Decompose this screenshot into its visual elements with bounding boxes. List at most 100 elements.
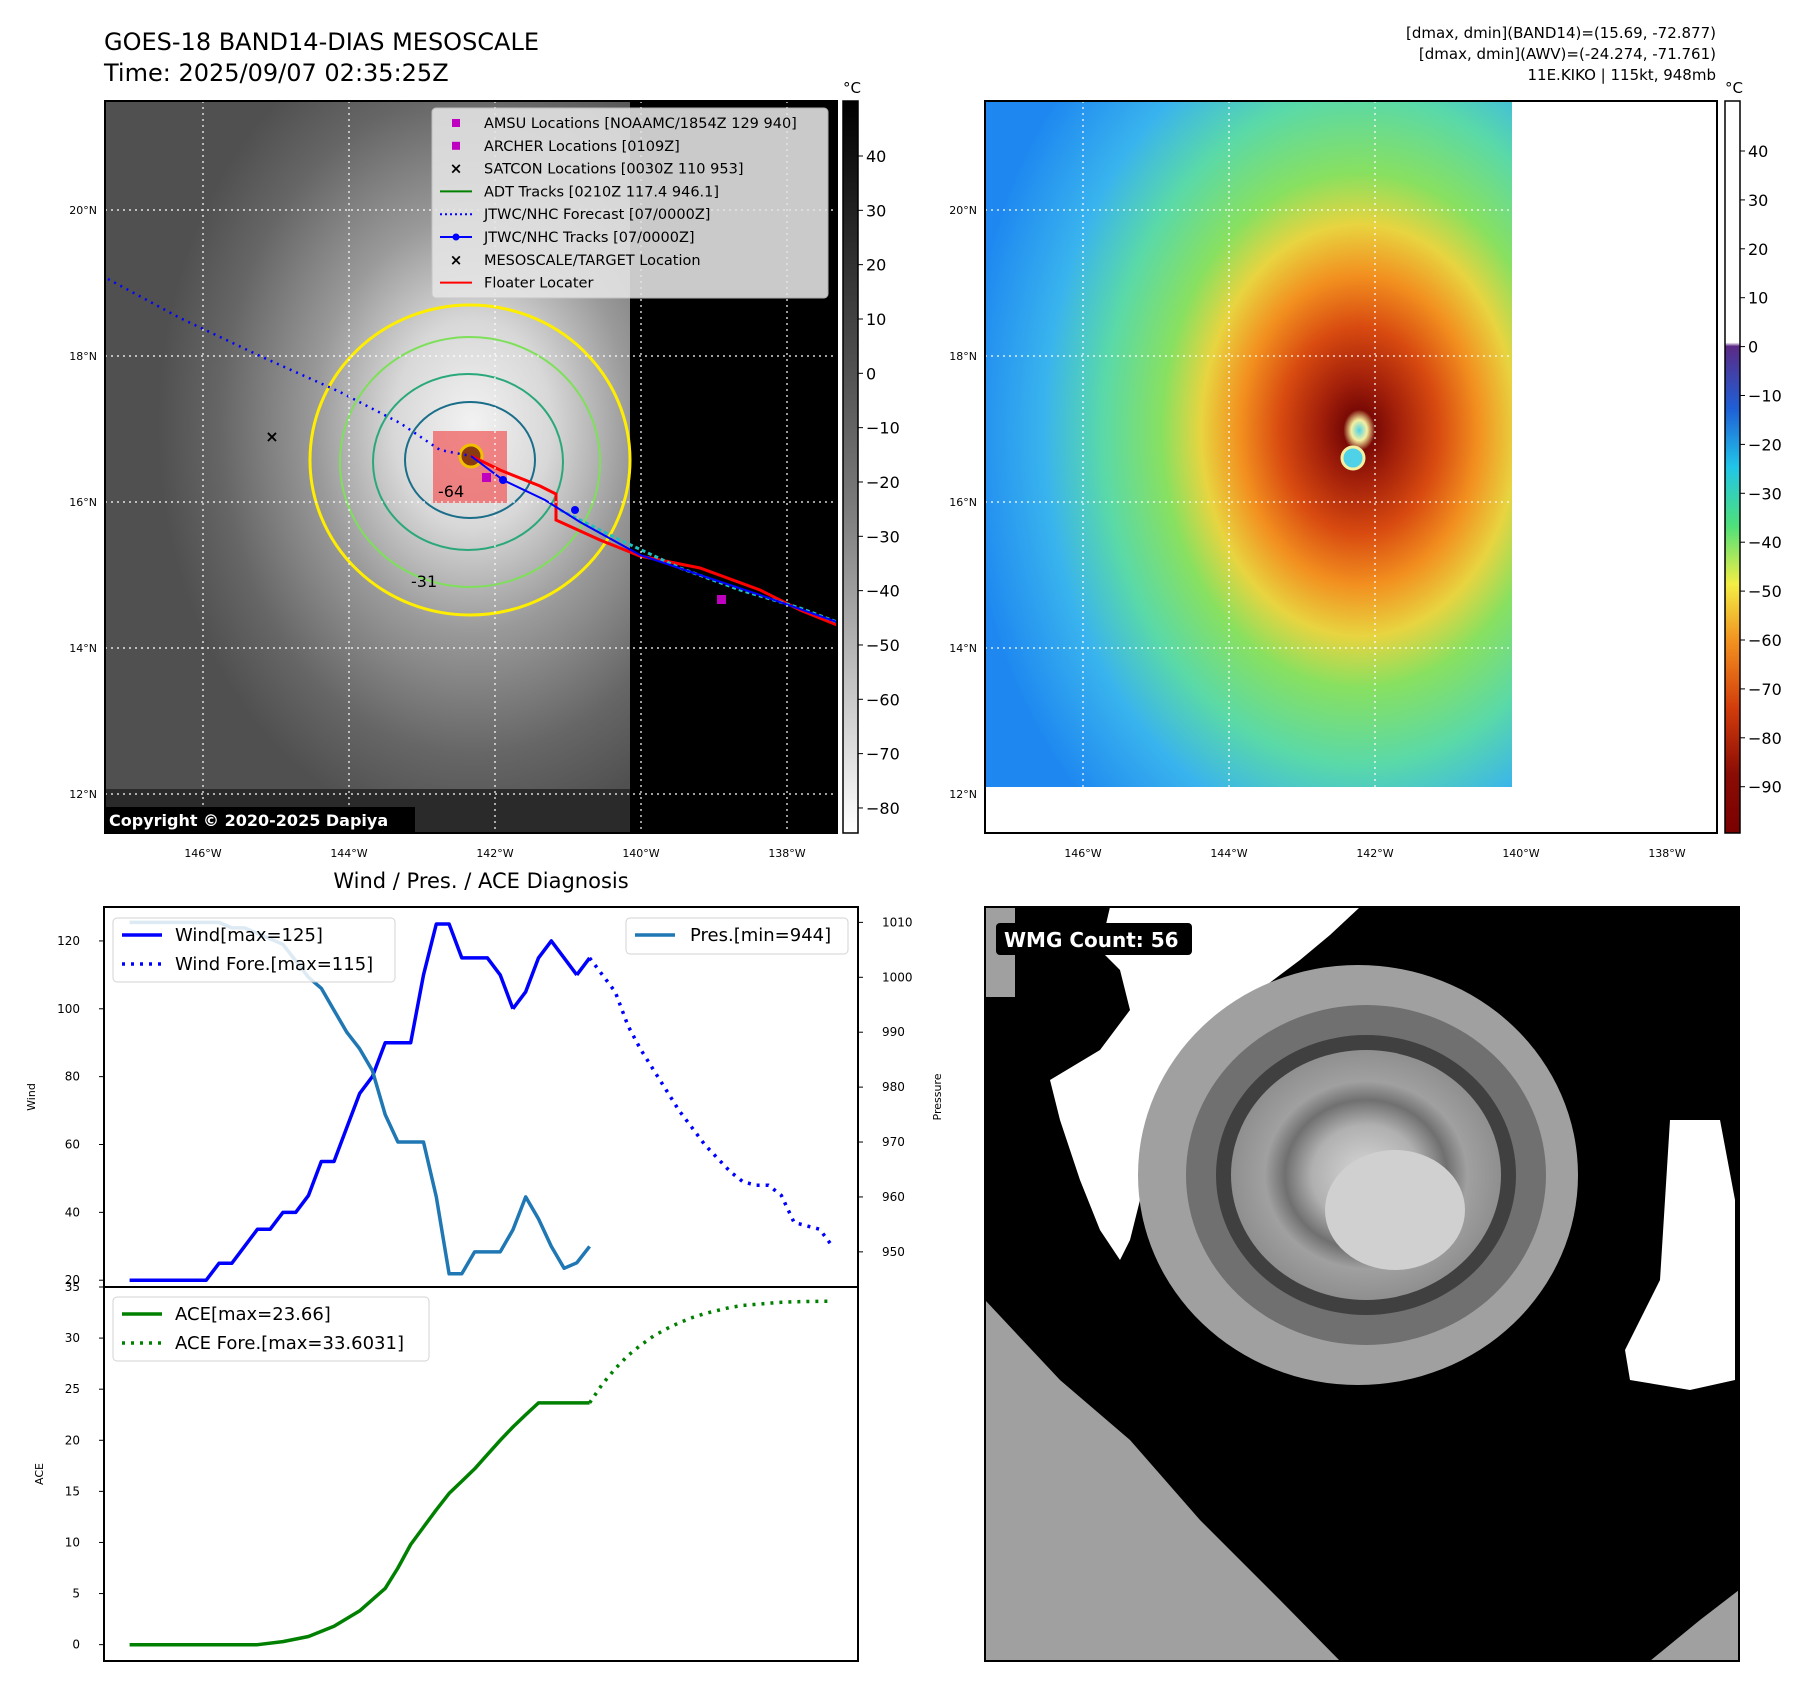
color-colorbar-tick-label: −20 — [1748, 435, 1782, 454]
lon-tick-label: 142°W — [476, 847, 513, 860]
pressure-tick-label: 950 — [882, 1245, 905, 1259]
lat-tick-label: 18°N — [69, 350, 97, 363]
jtwc-point — [499, 476, 507, 484]
diagnosis-title: Wind / Pres. / ACE Diagnosis — [333, 869, 628, 893]
ir-lon-labels: 146°W 144°W 142°W 140°W 138°W — [184, 847, 805, 860]
gray-colorbar-tick-label: −40 — [866, 582, 900, 601]
wmg-count-box — [996, 923, 1192, 955]
gray-colorbar-bar — [842, 100, 859, 834]
ace-tick-label: 5 — [72, 1587, 80, 1601]
lat-tick-label: 14°N — [69, 642, 97, 655]
color-colorbar-tick-label: −90 — [1748, 778, 1782, 797]
legend-ace: ACE[max=23.66] — [175, 1304, 331, 1325]
wmg-eye-core — [1325, 1150, 1465, 1270]
color-colorbar-tick-label: −50 — [1748, 582, 1782, 601]
gray-colorbar-unit: °C — [843, 79, 861, 97]
ace-series-line — [129, 1401, 590, 1647]
contour-label-31: -31 — [411, 572, 437, 591]
legend-item: JTWC/NHC Tracks [07/0000Z] — [440, 230, 695, 246]
floater-track — [470, 454, 837, 627]
gray-colorbar-tick-label: 40 — [866, 147, 886, 166]
lon-tick-label: 138°W — [768, 847, 805, 860]
ace-tick-label: 30 — [65, 1331, 80, 1345]
gray-colorbar-tick-label: 0 — [866, 364, 876, 383]
lon-tick-label: 140°W — [622, 847, 659, 860]
wind-tick-label: 40 — [65, 1205, 80, 1219]
gray-colorbar-tick-label: −60 — [866, 690, 900, 709]
wind-tick-label: 60 — [65, 1138, 80, 1152]
pressure-legend: Pres.[min=944] — [625, 917, 849, 955]
gray-colorbar-tick-label: 10 — [866, 310, 886, 329]
gray-colorbar-tick-label: 30 — [866, 201, 886, 220]
jtwc-track — [470, 455, 837, 623]
legend-label: AMSU Locations [NOAAMC/1854Z 129 940] — [484, 116, 797, 132]
legend-label: ARCHER Locations [0109Z] — [484, 139, 680, 155]
lon-tick-label: 146°W — [1064, 847, 1101, 860]
gray-colorbar-tick-label: −50 — [866, 636, 900, 655]
lat-tick-label: 18°N — [949, 350, 977, 363]
copyright-text: Copyright © 2020-2025 Dapiya — [109, 811, 388, 830]
ir-map-frame — [104, 100, 838, 834]
legend-item: JTWC/NHC Forecast [07/0000Z] — [440, 207, 710, 223]
color-colorbar-tick-label: −70 — [1748, 680, 1782, 699]
color-colorbar-bar — [1724, 100, 1741, 834]
series-line — [575, 956, 591, 976]
wmg-gray-corner — [1650, 1590, 1739, 1661]
map-legend: AMSU Locations [NOAAMC/1854Z 129 940] ARC… — [431, 107, 829, 299]
lon-tick-label: 140°W — [1502, 847, 1539, 860]
contour-lightgreen — [339, 336, 601, 588]
ir-color-imagery — [985, 101, 1512, 787]
legend-square-marker — [452, 141, 460, 150]
legend-square-marker — [452, 119, 460, 127]
legend-x-marker: × — [450, 251, 463, 269]
dmax-band14: [dmax, dmin](BAND14)=(15.69, -72.877) — [1406, 24, 1716, 42]
contour-teal — [372, 373, 564, 551]
lat-tick-label: 16°N — [949, 496, 977, 509]
color-lat-labels: 20°N 18°N 16°N 14°N 12°N — [949, 204, 977, 801]
gray-colorbar-tick-label: −30 — [866, 527, 900, 546]
wind-legend: Wind[max=125] Wind Fore.[max=115] — [112, 917, 396, 983]
series-line — [129, 922, 515, 1282]
gray-colorbar-tick-label: −80 — [866, 799, 900, 818]
pressure-tick-label: 970 — [882, 1135, 905, 1149]
lat-tick-label: 12°N — [949, 788, 977, 801]
ace-tick-label: 0 — [72, 1638, 80, 1652]
legend-label: MESOSCALE/TARGET Location — [484, 253, 701, 269]
legend-label: JTWC/NHC Forecast [07/0000Z] — [483, 207, 710, 223]
gray-colorbar-tick-label: −20 — [866, 473, 900, 492]
jtwc-point — [571, 506, 579, 514]
wind-tick-label: 100 — [57, 1002, 80, 1016]
legend-wind-forecast: Wind Fore.[max=115] — [175, 954, 373, 975]
lat-tick-label: 20°N — [69, 204, 97, 217]
color-colorbar-tick-label: 10 — [1748, 289, 1768, 308]
legend-pressure: Pres.[min=944] — [690, 925, 831, 946]
legend-item: ARCHER Locations [0109Z] — [452, 139, 680, 155]
legend-item: Floater Locater — [440, 276, 593, 292]
ace-tick-label: 10 — [65, 1535, 80, 1549]
series-line — [588, 956, 834, 1248]
color-map-frame — [984, 100, 1718, 834]
lat-tick-label: 16°N — [69, 496, 97, 509]
ace-tick-label: 20 — [65, 1433, 80, 1447]
pressure-tick-label: 980 — [882, 1080, 905, 1094]
wmg-panel: WMG Count: 56 — [984, 906, 1740, 1662]
legend-label: JTWC/NHC Tracks [07/0000Z] — [483, 230, 695, 246]
color-colorbar-tick-label: 40 — [1748, 142, 1768, 161]
dmax-awv: [dmax, dmin](AWV)=(-24.274, -71.761) — [1419, 45, 1716, 63]
legend-label: Floater Locater — [484, 276, 593, 292]
mesoscale-x-marker: × — [265, 427, 278, 446]
color-colorbar-tick-label: −30 — [1748, 484, 1782, 503]
color-storm-eye — [1340, 445, 1366, 471]
color-colorbar-unit: °C — [1725, 79, 1743, 97]
gray-colorbar-tick-label: 20 — [866, 256, 886, 275]
legend-label: SATCON Locations [0030Z 110 953] — [484, 162, 743, 178]
ir-map-panel: -64 -31 × — [69, 100, 838, 860]
gray-colorbar: °C 40 30 20 10 0 −10 −20 −30 −40 −50 −60 −70 −80 — [842, 79, 900, 834]
wmg-gray-region-bottom — [985, 1300, 1340, 1661]
contour-yellow — [308, 303, 632, 617]
color-colorbar-tick-label: 30 — [1748, 191, 1768, 210]
lat-tick-label: 14°N — [949, 642, 977, 655]
legend-wind: Wind[max=125] — [175, 925, 323, 946]
copyright-box — [105, 807, 415, 833]
wind-axis-label: Wind — [25, 1083, 38, 1111]
